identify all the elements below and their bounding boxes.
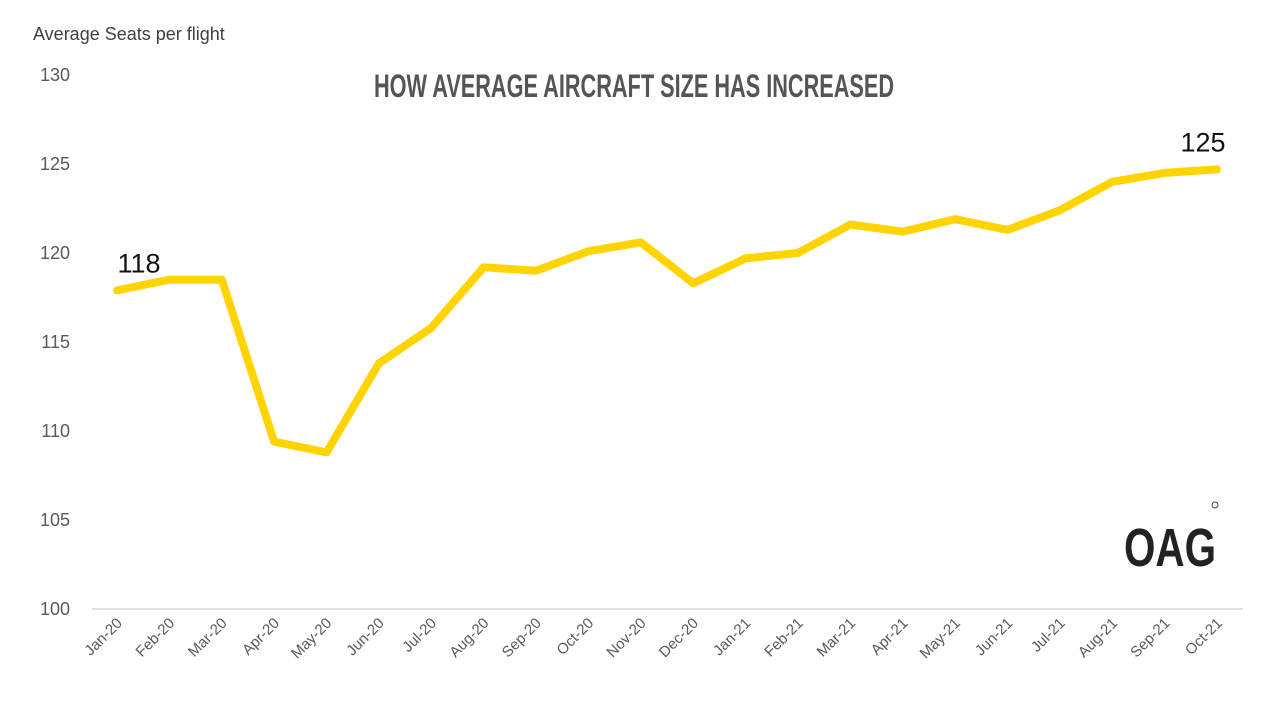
x-tick-label: Jun-21	[972, 615, 1016, 659]
x-tick-label: Sep-21	[1127, 615, 1173, 661]
x-tick-label: Jul-21	[1028, 615, 1069, 656]
x-tick-label: Mar-20	[185, 615, 231, 661]
logo-text: OAG	[1124, 518, 1216, 578]
x-tick-label: Jun-20	[343, 615, 387, 659]
chart-title: HOW AVERAGE AIRCRAFT SIZE HAS INCREASED	[374, 68, 894, 104]
x-tick-label: Jan-21	[710, 615, 754, 659]
x-tick-label: Nov-20	[603, 615, 649, 661]
series-line	[113, 165, 1221, 457]
x-tick-label: Aug-20	[446, 615, 492, 661]
x-tick-label: Jul-20	[399, 615, 440, 656]
x-tick-label: Jan-20	[81, 615, 125, 659]
y-tick-label: 120	[40, 243, 70, 263]
data-label: 118	[117, 248, 160, 278]
y-tick-label: 110	[41, 421, 70, 441]
y-tick-label: 115	[41, 332, 70, 352]
x-tick-label: Dec-20	[656, 615, 702, 661]
x-tick-label: Aug-21	[1075, 615, 1121, 661]
registered-mark-icon	[1211, 501, 1219, 509]
oag-logo: OAG	[1124, 501, 1219, 578]
x-tick-label: Feb-21	[761, 615, 807, 661]
x-tick-label: Sep-20	[499, 615, 545, 661]
x-tick-label: Apr-21	[868, 615, 912, 659]
x-tick-label: May-21	[917, 615, 964, 662]
y-tick-label: 105	[40, 510, 70, 530]
x-tick-label: Apr-20	[239, 615, 283, 659]
x-tick-label: May-20	[288, 615, 335, 662]
x-tick-label: Feb-20	[133, 615, 179, 661]
y-tick-label: 125	[40, 154, 70, 174]
y-axis-label: Average Seats per flight	[33, 24, 225, 44]
x-tick-label: Oct-20	[553, 615, 597, 659]
data-label: 125	[1180, 127, 1225, 157]
y-tick-label: 100	[40, 599, 70, 619]
y-tick-label: 130	[40, 65, 70, 85]
x-tick-label: Mar-21	[814, 615, 860, 661]
x-tick-label: Oct-21	[1182, 615, 1226, 659]
